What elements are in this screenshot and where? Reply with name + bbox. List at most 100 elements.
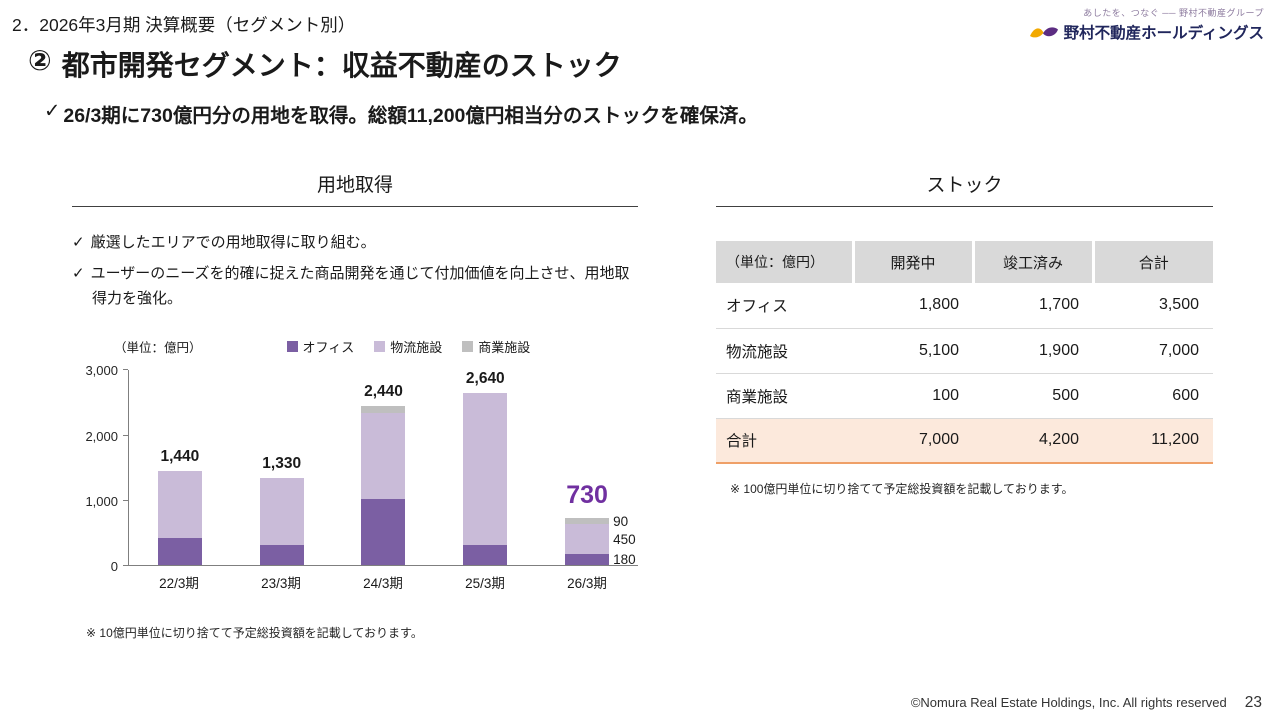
plot-area: 4101,0301,4403101,0201,3301,0201,3101102…	[128, 369, 638, 568]
y-axis-tick-mark	[123, 565, 128, 567]
chart-footnote: ※ 10億円単位に切り捨てて予定総投資額を記載しております。	[86, 626, 423, 641]
table-row: オフィス 1,800 1,700 3,500	[716, 283, 1213, 328]
table-column-header: 竣工済み	[971, 241, 1093, 283]
nomura-swoosh-icon	[1029, 26, 1058, 37]
bar-segment	[565, 518, 610, 525]
bar-total-label: 1,440	[160, 448, 200, 466]
bar-stack	[259, 478, 304, 566]
bar-column: 4101,0301,440	[129, 370, 231, 566]
legend-swatch-icon	[286, 341, 298, 353]
value-cell: 600	[1172, 386, 1199, 404]
value-cell: 3,500	[1158, 296, 1199, 314]
bar-segment	[361, 405, 406, 414]
value-cell: 7,000	[1158, 341, 1199, 359]
chart-legend: オフィス 物流施設 商業施設	[286, 337, 530, 356]
bar-column: 3101,0201,330	[231, 370, 333, 566]
y-axis-tick-label: 0	[110, 559, 118, 575]
bar-total-label: 2,640	[465, 369, 505, 387]
logo-company-name: 野村不動産ホールディングス	[1063, 25, 1264, 42]
x-axis-category-label: 22/3期	[159, 576, 199, 592]
bar-segment	[361, 498, 406, 566]
table-row: 商業施設 100 500 600	[716, 373, 1213, 418]
row-label-cell: 商業施設	[726, 388, 789, 406]
segment-value-label: 90	[613, 514, 629, 530]
x-axis-category-label: 25/3期	[465, 576, 505, 592]
y-axis-tick-mark	[123, 499, 128, 501]
y-axis-tick-label: 3,000	[85, 363, 118, 379]
legend-label: 商業施設	[478, 340, 531, 356]
land-acquisition-panel: 用地取得 ✓ 厳選したエリアでの用地取得に取り組む。 ✓ ユーザーのニーズを的確に捉…	[72, 170, 638, 641]
legend-label: オフィス	[302, 340, 355, 356]
page-number: 23	[1244, 694, 1262, 711]
legend-item: 商業施設	[462, 337, 530, 356]
table-column-header: 合計	[1091, 241, 1213, 283]
bullet-list: ✓ 厳選したエリアでの用地取得に取り組む。 ✓ ユーザーのニーズを的確に捉えた商品開…	[72, 231, 638, 311]
value-cell: 1,700	[1038, 296, 1079, 314]
bullet-text: ユーザーのニーズを的確に捉えた商品開発を通じて付加価値を向上させ、用地取得力を強…	[90, 264, 630, 307]
row-label-cell: オフィス	[726, 298, 788, 316]
bar-segment	[157, 538, 202, 566]
segment-value-label: 180	[613, 552, 636, 568]
value-cell: 100	[932, 386, 959, 404]
page-title-number: ②	[28, 45, 52, 76]
value-cell: 7,000	[918, 431, 959, 449]
y-axis: 0 1,000 2,000 3,000	[72, 363, 128, 574]
y-axis-tick-label: 2,000	[85, 428, 118, 444]
stock-table: （単位：億円） 開発中 竣工済み 合計 オフィス 1,800 1,700 3,500 物流施設…	[716, 241, 1213, 464]
table-unit-header: （単位：億円）	[716, 241, 853, 283]
x-axis-category-label: 23/3期	[261, 576, 301, 592]
bar-segment	[565, 524, 610, 554]
bullet-item: ✓ ユーザーのニーズを的確に捉えた商品開発を通じて付加価値を向上させ、用地取得力を…	[72, 262, 638, 312]
logo-tagline: あしたを、つなぐ ── 野村不動産グループ	[1083, 8, 1264, 18]
table-column-header: 開発中	[851, 241, 973, 283]
bar-segment	[259, 545, 304, 566]
legend-swatch-icon	[374, 341, 386, 353]
table-row: 物流施設 5,100 1,900 7,000	[716, 328, 1213, 373]
row-label-cell: 物流施設	[726, 343, 789, 361]
land-acquisition-chart: （単位：億円） オフィス 物流施設 商業施設 0 1,000 2,000 3,000 41…	[72, 337, 638, 641]
bar-total-label: 1,330	[262, 455, 302, 473]
bar-column: 1,0201,3101102,440	[333, 370, 435, 566]
bar-segment	[565, 553, 610, 566]
chart-unit-label: （単位：億円）	[114, 341, 202, 356]
legend-swatch-icon	[462, 341, 474, 353]
row-label-cell: 合計	[726, 433, 758, 451]
x-axis: 22/3期 23/3期 24/3期 25/3期 26/3期	[128, 572, 638, 592]
y-axis-tick-label: 1,000	[85, 493, 118, 509]
bar-stack	[157, 471, 202, 566]
x-axis-category-label: 26/3期	[567, 576, 607, 592]
bar-segment	[463, 545, 508, 566]
legend-label: 物流施設	[390, 340, 443, 356]
copyright: ©Nomura Real Estate Holdings, Inc. All r…	[910, 695, 1227, 710]
key-message: ✓ 26/3期に730億円分の用地を取得。総額11,200億円相当分のストックを…	[44, 99, 758, 128]
bullet-item: ✓ 厳選したエリアでの用地取得に取り組む。	[72, 231, 638, 256]
legend-item: 物流施設	[374, 337, 442, 356]
page-title: ② 都市開発セグメント：収益不動産のストック	[28, 44, 622, 84]
check-icon: ✓	[72, 234, 85, 251]
bar-segment	[463, 392, 508, 545]
y-axis-tick-mark	[123, 434, 128, 436]
stock-title: ストック	[716, 170, 1213, 207]
value-cell: 4,200	[1038, 431, 1079, 449]
check-icon: ✓	[44, 100, 61, 122]
value-cell: 500	[1052, 386, 1079, 404]
bar-total-label: 730	[566, 481, 608, 510]
check-icon: ✓	[72, 264, 85, 282]
stock-panel: ストック （単位：億円） 開発中 竣工済み 合計 オフィス 1,800 1,700 3,50…	[716, 170, 1213, 497]
bar-total-label: 2,440	[364, 382, 403, 400]
bar-column: 180 450 90 730	[536, 370, 638, 568]
bar-stack	[565, 518, 610, 566]
table-header-row: （単位：億円） 開発中 竣工済み 合計	[716, 241, 1213, 283]
land-acquisition-title: 用地取得	[72, 170, 638, 207]
bar-segment	[259, 478, 304, 545]
legend-item: オフィス	[286, 337, 355, 356]
y-axis-tick-mark	[123, 369, 128, 371]
value-cell: 1,900	[1038, 341, 1079, 359]
bar-stack	[361, 405, 406, 566]
page-title-text: 都市開発セグメント：収益不動産のストック	[61, 50, 622, 81]
slide-section-title: 2．2026年3月期 決算概要（セグメント別）	[12, 15, 356, 35]
value-cell: 5,100	[918, 341, 959, 359]
segment-value-label: 450	[613, 531, 636, 547]
